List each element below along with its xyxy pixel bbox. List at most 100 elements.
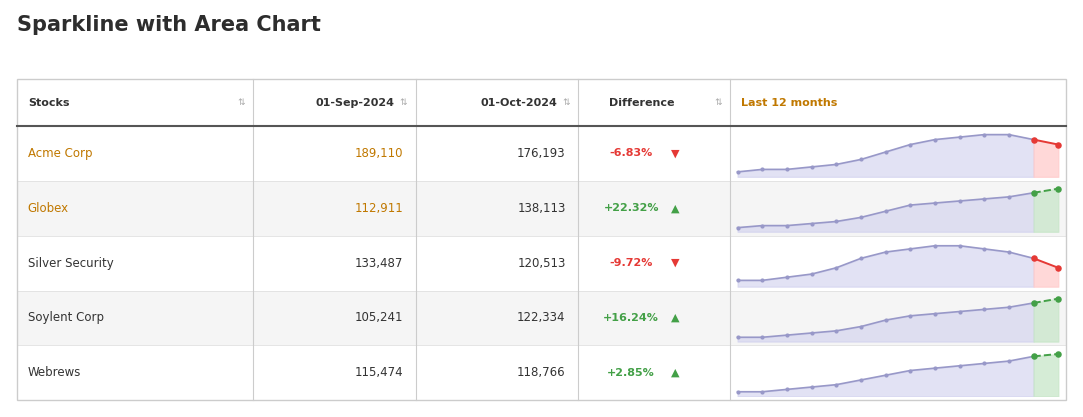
- Point: [1025, 255, 1042, 262]
- Point: [803, 271, 820, 277]
- Text: ▼: ▼: [670, 148, 679, 158]
- Point: [1049, 351, 1067, 357]
- Text: ⇅: ⇅: [237, 98, 245, 107]
- Text: 138,113: 138,113: [518, 202, 565, 215]
- Point: [902, 202, 919, 208]
- Point: [1025, 189, 1042, 196]
- Point: [1025, 255, 1042, 262]
- Text: 133,487: 133,487: [355, 256, 403, 269]
- Point: [827, 218, 845, 225]
- Point: [729, 224, 746, 231]
- Point: [1049, 185, 1067, 192]
- Point: [926, 242, 943, 249]
- Bar: [17, 236, 1066, 291]
- Point: [754, 388, 771, 395]
- Point: [951, 308, 968, 315]
- Bar: [17, 181, 1066, 236]
- Point: [951, 198, 968, 204]
- Point: [803, 163, 820, 170]
- Text: 176,193: 176,193: [517, 147, 565, 160]
- Text: ▲: ▲: [670, 368, 679, 378]
- Point: [902, 367, 919, 374]
- Text: -9.72%: -9.72%: [610, 258, 653, 268]
- Point: [877, 208, 895, 215]
- Text: Webrews: Webrews: [28, 367, 81, 379]
- Point: [852, 377, 870, 383]
- Point: [803, 384, 820, 390]
- Text: Last 12 months: Last 12 months: [741, 98, 837, 108]
- Text: +22.32%: +22.32%: [603, 203, 658, 213]
- Text: Difference: Difference: [609, 98, 675, 108]
- Point: [1025, 353, 1042, 360]
- Point: [803, 220, 820, 227]
- Point: [779, 386, 796, 393]
- Point: [1025, 136, 1042, 143]
- Point: [877, 372, 895, 379]
- Text: -6.83%: -6.83%: [610, 148, 653, 158]
- Text: 01-Sep-2024: 01-Sep-2024: [316, 98, 394, 108]
- Point: [976, 360, 993, 367]
- Point: [926, 200, 943, 206]
- Bar: [17, 126, 1066, 181]
- Text: ▼: ▼: [670, 258, 679, 268]
- Point: [852, 156, 870, 163]
- Point: [976, 196, 993, 202]
- Point: [1049, 141, 1067, 148]
- Point: [852, 323, 870, 330]
- Text: Soylent Corp: Soylent Corp: [28, 311, 104, 324]
- Point: [902, 141, 919, 148]
- Text: Stocks: Stocks: [28, 98, 69, 108]
- Text: Acme Corp: Acme Corp: [28, 147, 92, 160]
- Bar: [17, 345, 1066, 400]
- Text: ⇅: ⇅: [715, 98, 721, 107]
- Point: [729, 388, 746, 395]
- Point: [779, 332, 796, 339]
- Text: 01-Oct-2024: 01-Oct-2024: [481, 98, 558, 108]
- Point: [779, 222, 796, 229]
- Point: [877, 317, 895, 324]
- Point: [1049, 295, 1067, 302]
- Bar: [17, 79, 1066, 400]
- Text: ⇅: ⇅: [562, 98, 570, 107]
- Point: [754, 166, 771, 173]
- Point: [976, 306, 993, 313]
- Point: [1049, 264, 1067, 271]
- Point: [852, 255, 870, 262]
- Point: [926, 136, 943, 143]
- Point: [827, 264, 845, 271]
- Point: [902, 246, 919, 252]
- Text: Globex: Globex: [28, 202, 69, 215]
- Point: [1001, 131, 1018, 138]
- Bar: [17, 291, 1066, 345]
- Text: 112,911: 112,911: [354, 202, 403, 215]
- Text: +2.85%: +2.85%: [608, 368, 655, 378]
- Point: [1025, 299, 1042, 306]
- Text: ▲: ▲: [670, 313, 679, 323]
- Point: [827, 161, 845, 168]
- Point: [902, 312, 919, 319]
- Point: [1025, 136, 1042, 143]
- Point: [729, 277, 746, 284]
- Point: [779, 166, 796, 173]
- Text: 189,110: 189,110: [354, 147, 403, 160]
- Point: [976, 131, 993, 138]
- Text: ⇅: ⇅: [400, 98, 407, 107]
- Point: [951, 134, 968, 141]
- Point: [1025, 189, 1042, 196]
- Point: [803, 330, 820, 337]
- Point: [951, 242, 968, 249]
- Point: [754, 222, 771, 229]
- Point: [976, 246, 993, 252]
- Point: [877, 149, 895, 156]
- Text: 118,766: 118,766: [517, 367, 565, 379]
- Text: +16.24%: +16.24%: [603, 313, 660, 323]
- Point: [951, 362, 968, 369]
- Point: [1001, 249, 1018, 255]
- Point: [1001, 358, 1018, 364]
- Point: [827, 381, 845, 388]
- Bar: [17, 79, 1066, 126]
- Point: [926, 365, 943, 372]
- Point: [827, 327, 845, 334]
- Text: 115,474: 115,474: [354, 367, 403, 379]
- Point: [754, 334, 771, 341]
